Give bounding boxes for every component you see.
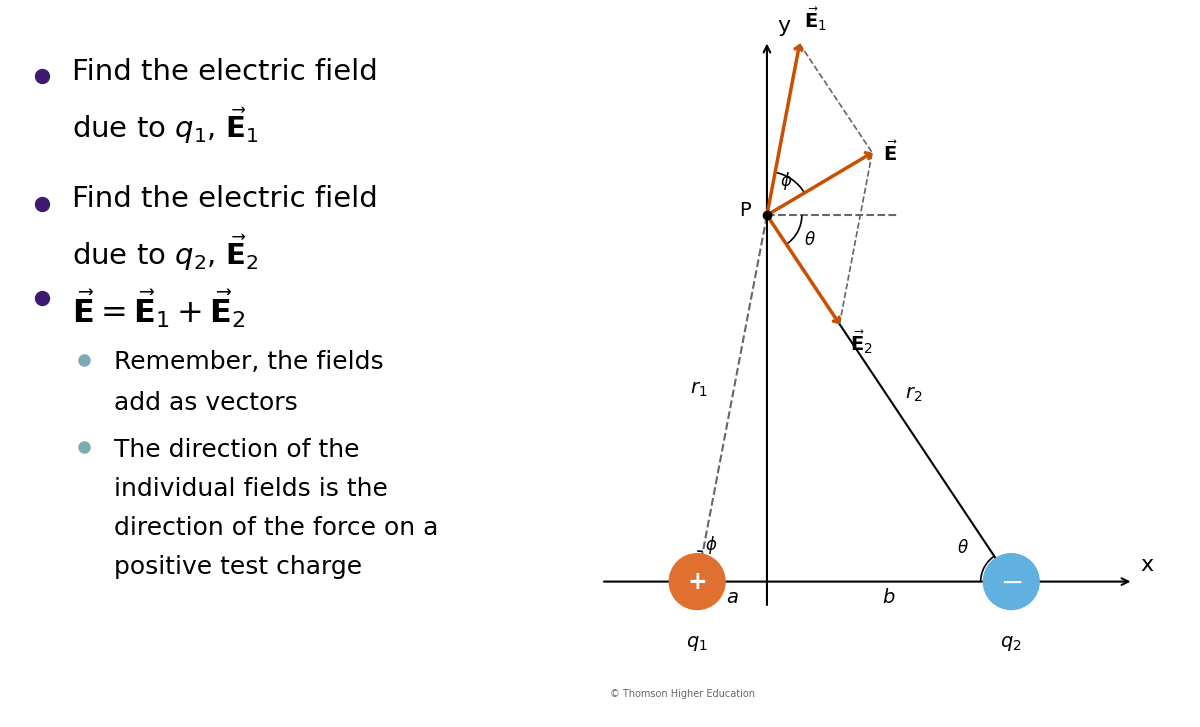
Text: $b$: $b$ bbox=[882, 588, 896, 608]
Text: due to $q_2$, $\vec{\mathbf{E}}_2$: due to $q_2$, $\vec{\mathbf{E}}_2$ bbox=[72, 233, 258, 273]
Text: Remember, the fields: Remember, the fields bbox=[114, 350, 384, 374]
Text: direction of the force on a: direction of the force on a bbox=[114, 516, 438, 540]
Text: $r_1$: $r_1$ bbox=[690, 380, 708, 399]
Text: y: y bbox=[778, 16, 791, 36]
Text: individual fields is the: individual fields is the bbox=[114, 477, 388, 501]
Text: +: + bbox=[688, 569, 707, 594]
Text: $-$: $-$ bbox=[1000, 568, 1022, 595]
Circle shape bbox=[983, 554, 1039, 609]
Text: $\vec{\mathbf{E}}$: $\vec{\mathbf{E}}$ bbox=[883, 140, 898, 165]
Text: The direction of the: The direction of the bbox=[114, 438, 360, 462]
Text: x: x bbox=[1140, 555, 1153, 574]
Text: $\vec{\mathbf{E}}_2$: $\vec{\mathbf{E}}_2$ bbox=[850, 329, 872, 356]
Text: $\vec{\mathbf{E}}_1$: $\vec{\mathbf{E}}_1$ bbox=[804, 6, 827, 33]
Text: $\theta$: $\theta$ bbox=[804, 231, 816, 249]
Text: $q_1$: $q_1$ bbox=[686, 634, 708, 653]
Text: Find the electric field: Find the electric field bbox=[72, 58, 378, 87]
Text: $a$: $a$ bbox=[726, 588, 738, 608]
Text: $\vec{\mathbf{E}} = \vec{\mathbf{E}}_1 + \vec{\mathbf{E}}_2$: $\vec{\mathbf{E}} = \vec{\mathbf{E}}_1 +… bbox=[72, 287, 246, 330]
Text: add as vectors: add as vectors bbox=[114, 391, 298, 415]
Text: $\theta$: $\theta$ bbox=[956, 539, 968, 557]
Text: © Thomson Higher Education: © Thomson Higher Education bbox=[610, 689, 755, 699]
Text: $q_2$: $q_2$ bbox=[1001, 634, 1022, 653]
Circle shape bbox=[670, 554, 725, 609]
Text: $\phi$: $\phi$ bbox=[780, 170, 792, 192]
Text: due to $q_1$, $\vec{\mathbf{E}}_1$: due to $q_1$, $\vec{\mathbf{E}}_1$ bbox=[72, 105, 258, 146]
Text: P: P bbox=[739, 201, 751, 220]
Text: positive test charge: positive test charge bbox=[114, 555, 362, 579]
Text: Find the electric field: Find the electric field bbox=[72, 185, 378, 214]
Text: $\phi$: $\phi$ bbox=[704, 534, 718, 556]
Text: $r_2$: $r_2$ bbox=[905, 385, 922, 403]
